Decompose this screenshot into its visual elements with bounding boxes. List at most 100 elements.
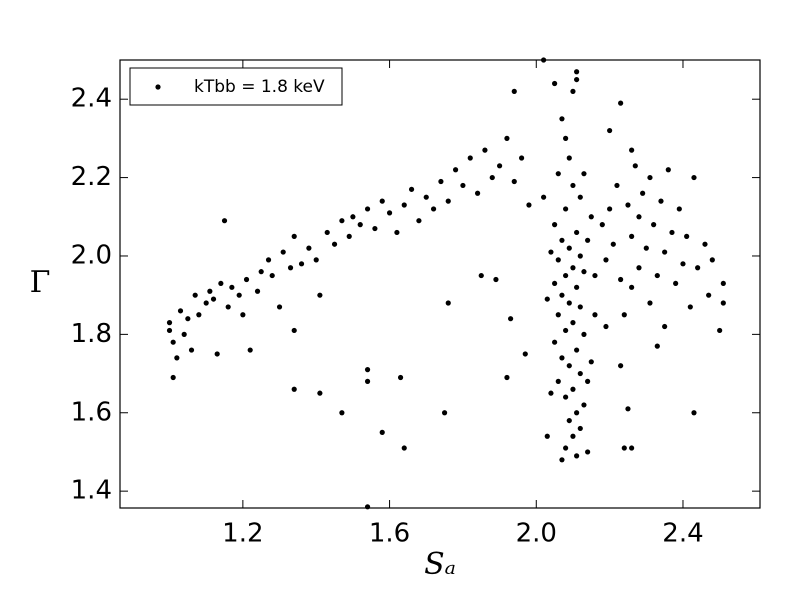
scatter-point <box>563 272 569 279</box>
scatter-point <box>577 253 583 259</box>
plot-area <box>166 57 726 510</box>
scatter-point <box>430 206 437 212</box>
x-tick-label: 1.6 <box>369 519 410 549</box>
scatter-point <box>566 417 572 424</box>
scatter-point <box>654 343 660 349</box>
scatter-point <box>324 229 330 236</box>
scatter-point <box>559 457 565 463</box>
scatter-point <box>559 292 565 298</box>
scatter-point <box>570 320 576 326</box>
scatter-point <box>350 214 356 220</box>
scatter-point <box>563 135 569 141</box>
scatter-point <box>695 265 701 271</box>
scatter-point <box>280 249 286 255</box>
scatter-point <box>445 300 451 306</box>
scatter-point <box>662 249 668 255</box>
scatter-point <box>684 233 690 239</box>
scatter-point <box>221 218 228 224</box>
scatter-point <box>654 272 660 279</box>
scatter-point <box>574 229 580 236</box>
scatter-point <box>720 300 726 306</box>
scatter-point <box>566 245 572 251</box>
scatter-point <box>170 374 176 381</box>
scatter-point <box>254 288 261 294</box>
scatter-point <box>581 331 587 337</box>
axes-frame <box>119 59 761 509</box>
scatter-point <box>522 351 528 357</box>
scatter-point <box>474 190 481 196</box>
scatter-point <box>306 245 312 251</box>
scatter-point <box>181 331 187 337</box>
scatter-point <box>559 237 565 243</box>
scatter-point <box>478 272 484 279</box>
scatter-point <box>207 288 213 294</box>
scatter-point <box>519 155 525 161</box>
legend: kTbb = 1.8 keV <box>129 67 343 106</box>
scatter-point <box>218 280 224 287</box>
scatter-point <box>339 410 345 416</box>
scatter-point <box>445 198 451 204</box>
scatter-point <box>364 367 371 373</box>
scatter-point <box>629 445 635 451</box>
scatter-point <box>647 174 653 181</box>
scatter-point <box>563 206 569 212</box>
scatter-point <box>563 394 569 400</box>
scatter-point <box>552 80 558 87</box>
scatter-point <box>574 347 580 353</box>
scatter-point <box>643 245 649 251</box>
scatter-point <box>566 155 572 161</box>
scatter-point <box>460 182 466 189</box>
scatter-point <box>339 218 345 224</box>
scatter-point <box>166 327 173 334</box>
scatter-point <box>662 323 668 330</box>
scatter-point <box>291 233 297 239</box>
scatter-point <box>629 233 635 239</box>
scatter-point <box>416 218 422 224</box>
scatter-point <box>570 433 576 439</box>
scatter-point <box>196 312 202 318</box>
legend-box <box>129 67 343 106</box>
scatter-point <box>364 504 371 510</box>
scatter-point <box>614 182 620 189</box>
scatter-point <box>592 272 598 279</box>
scatter-point <box>394 229 400 236</box>
scatter-point <box>651 222 657 228</box>
scatter-point <box>581 171 587 177</box>
scatter-point <box>585 449 591 455</box>
scatter-point <box>629 147 635 153</box>
scatter-point <box>673 280 679 287</box>
scatter-point <box>482 147 488 153</box>
scatter-point <box>408 186 415 192</box>
x-tick-label: 2.4 <box>662 519 703 549</box>
scatter-point <box>687 304 693 310</box>
scatter-point <box>493 276 499 283</box>
scatter-point <box>386 210 393 216</box>
scatter-point <box>559 116 565 122</box>
scatter-point <box>364 206 371 212</box>
scatter-point <box>174 355 180 361</box>
scatter-point <box>574 453 580 459</box>
scatter-point <box>618 276 624 283</box>
scatter-point <box>452 167 459 173</box>
scatter-point <box>702 241 708 247</box>
scatter-point <box>313 257 319 263</box>
scatter-point <box>247 347 253 353</box>
scatter-point <box>636 265 642 271</box>
scatter-point <box>559 355 565 361</box>
y-tick-label: 2.0 <box>71 240 112 270</box>
scatter-point <box>397 374 404 381</box>
scatter-point <box>577 425 583 432</box>
scatter-point <box>203 300 209 306</box>
scatter-point <box>618 363 624 369</box>
scatter-point <box>717 327 723 334</box>
scatter-point <box>574 69 580 75</box>
scatter-point <box>625 202 631 208</box>
legend-marker <box>155 84 161 90</box>
scatter-point <box>555 257 561 263</box>
scatter-point <box>364 378 371 384</box>
scatter-point <box>258 269 264 275</box>
scatter-point <box>185 316 191 322</box>
scatter-point <box>401 202 407 208</box>
scatter-point <box>317 390 323 396</box>
x-tick-label: 2.0 <box>516 519 557 549</box>
